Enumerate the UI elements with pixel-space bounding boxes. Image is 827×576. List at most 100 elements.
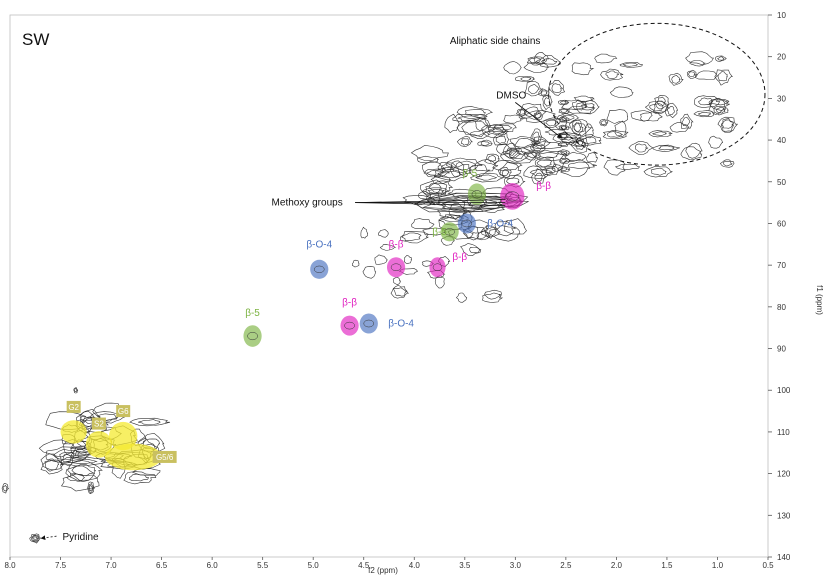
contour-line	[719, 159, 735, 168]
aromatic-peak	[60, 420, 87, 444]
x-axis-title: f2 (ppm)	[368, 566, 398, 575]
contour-line	[480, 141, 490, 146]
contour-line	[131, 468, 161, 476]
contour-line	[78, 416, 93, 428]
contour-line	[708, 99, 729, 106]
contour-line	[635, 143, 649, 153]
y-tick-label: 120	[777, 470, 791, 479]
x-tick-label: 3.0	[510, 561, 522, 570]
contour-line	[476, 230, 491, 241]
contour-line	[400, 231, 429, 244]
linkage-label: β-β	[342, 298, 357, 309]
contour-line	[528, 83, 540, 95]
contour-line	[541, 166, 560, 176]
contour-line	[648, 130, 673, 138]
contour-line	[564, 151, 587, 162]
contour-line	[427, 189, 445, 194]
contour-line	[560, 142, 569, 146]
contour-line	[59, 451, 75, 467]
contour-line	[723, 161, 733, 167]
x-tick-label: 4.0	[409, 561, 421, 570]
contour-line	[74, 388, 78, 393]
x-tick-label: 6.0	[207, 561, 219, 570]
contour-line	[535, 149, 568, 162]
linkage-label: β-O-4	[306, 239, 332, 250]
aromatic-label-box	[66, 400, 81, 413]
contour-line	[697, 112, 711, 117]
contour-line	[503, 218, 527, 235]
contour-line	[658, 145, 675, 151]
aromatic-label: G5/6	[156, 453, 174, 462]
contour-line	[576, 100, 600, 115]
x-tick-label: 7.0	[106, 561, 118, 570]
contour-line	[360, 226, 369, 239]
contour-line	[87, 481, 95, 495]
contour-line	[720, 119, 734, 129]
contour-line	[693, 110, 715, 118]
contour-line	[586, 152, 599, 163]
contour-line	[559, 158, 571, 164]
contour-line	[523, 106, 540, 118]
contour-line	[698, 97, 714, 106]
contour-line	[489, 225, 521, 242]
peak-contour	[390, 263, 402, 271]
contour-line	[379, 244, 397, 251]
contour-line	[520, 76, 532, 82]
contour-line	[573, 122, 582, 133]
contour-line	[440, 214, 465, 222]
peak-contour	[363, 319, 375, 328]
peak-contour	[247, 331, 258, 341]
contour-line	[520, 110, 557, 123]
contour-line	[720, 118, 735, 132]
contour-line	[497, 161, 522, 179]
x-tick-label: 3.5	[459, 561, 471, 570]
contour-line	[538, 88, 550, 97]
contour-line	[650, 167, 667, 176]
contour-line	[411, 218, 435, 229]
contour-line	[506, 147, 518, 156]
linkage-peak-beta-beta	[429, 257, 446, 278]
linkage-peak-beta-o-4	[310, 259, 329, 279]
contour-line	[475, 117, 489, 131]
y-tick-label: 40	[777, 136, 786, 145]
linkage-label: β-O-4	[487, 218, 513, 229]
contour-line	[695, 70, 719, 80]
contour-line	[594, 53, 618, 64]
contour-line	[40, 453, 64, 475]
peak-contour	[471, 190, 483, 199]
contour-line	[556, 112, 580, 124]
contour-line	[523, 62, 549, 73]
contour-line	[614, 163, 641, 171]
contour-line	[713, 105, 729, 116]
contour-line	[452, 114, 488, 123]
contour-line	[444, 113, 460, 134]
contour-line	[558, 166, 571, 173]
contour-line	[540, 90, 548, 96]
linkage-label: β-β	[389, 239, 404, 250]
dmso-annotation: DMSO	[496, 90, 526, 101]
contour-line	[423, 168, 450, 178]
contour-line	[446, 157, 483, 174]
contour-line	[403, 254, 412, 265]
contour-line	[603, 159, 626, 176]
contour-line	[545, 119, 557, 127]
contour-line	[558, 124, 571, 131]
contour-line	[717, 56, 725, 61]
methoxy-line	[355, 199, 506, 204]
dmso-arrow	[515, 102, 563, 139]
contour-line	[492, 159, 523, 171]
contour-line	[464, 108, 486, 117]
contour-line	[567, 161, 597, 169]
contour-line	[420, 179, 448, 199]
contour-line	[560, 150, 568, 155]
contour-line	[495, 135, 507, 144]
contour-line	[559, 117, 568, 122]
contour-line	[390, 287, 410, 299]
plot-frame	[9, 14, 769, 558]
y-tick-label: 30	[777, 94, 786, 103]
contour-line	[1, 483, 10, 494]
x-tick-label: 8.0	[4, 561, 16, 570]
contour-line	[89, 485, 93, 492]
contour-line	[600, 68, 624, 81]
